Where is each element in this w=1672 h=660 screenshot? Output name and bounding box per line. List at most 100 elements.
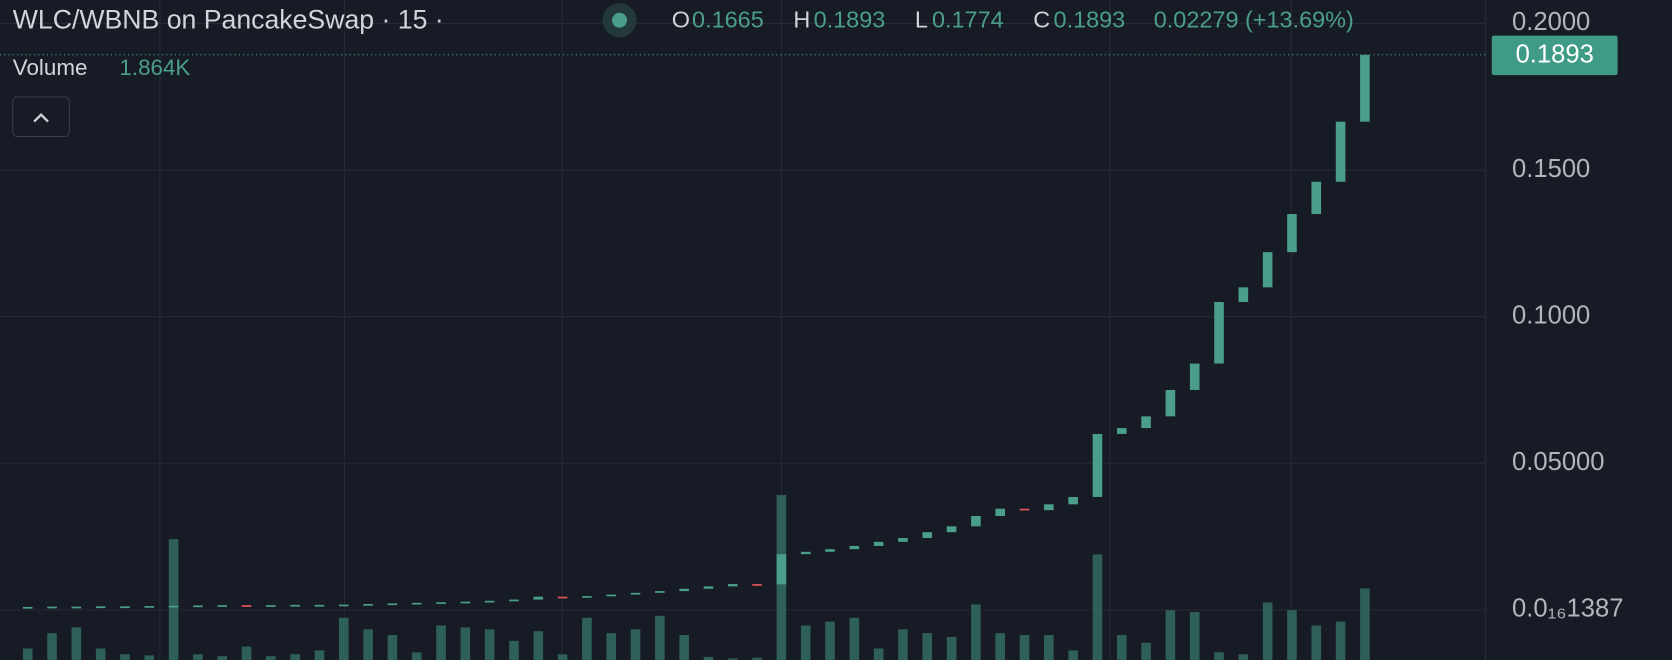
candle-body (120, 606, 130, 609)
candle-body (47, 606, 57, 609)
symbol-title: WLC/WBNB on PancakeSwap · 15 · (13, 4, 444, 34)
volume-bar (193, 654, 203, 660)
volume-bar (95, 648, 106, 660)
candle-body (509, 599, 519, 602)
ohlc-letter: H (793, 7, 810, 33)
ohlc-value: 0.1774 (932, 7, 1004, 33)
volume-bar (533, 631, 544, 660)
volume-bar (1189, 612, 1200, 660)
volume-bar (217, 656, 228, 660)
candle-body (217, 605, 228, 607)
candle-body (411, 602, 422, 605)
candle-body (971, 516, 981, 527)
volume-bar (1068, 650, 1078, 660)
candle-body (1189, 363, 1200, 390)
volume-bar (1019, 635, 1030, 660)
candle-body (679, 588, 689, 592)
candle-body (703, 586, 714, 589)
volume-bar (460, 627, 471, 660)
y-tick-label: 0.1500 (1512, 155, 1590, 183)
candle-body (71, 606, 82, 609)
volume-bar (825, 621, 835, 660)
volume-bar (241, 646, 252, 660)
candle-body (1262, 252, 1273, 288)
candle-body (460, 601, 471, 604)
candle-body (752, 584, 762, 586)
volume-bar (290, 654, 300, 660)
status-dot (612, 12, 627, 28)
candle-body (557, 596, 568, 599)
candle-body (630, 592, 641, 595)
volume-bar (898, 629, 908, 660)
volume-bar (1141, 642, 1151, 660)
volume-bar (703, 656, 714, 660)
candle-body (484, 600, 495, 603)
volume-bar (971, 604, 981, 660)
ohlc-value: 0.1893 (814, 7, 886, 33)
candle-body (1311, 181, 1322, 215)
candle-body (363, 603, 373, 606)
volume-bar (120, 654, 130, 660)
vgrid (159, 0, 1292, 660)
candle-body (1360, 54, 1370, 122)
volume-bar (582, 617, 592, 660)
button-frame[interactable] (12, 96, 70, 138)
volume-bar (1092, 554, 1103, 660)
candle-body (290, 604, 300, 607)
volume-bar (509, 640, 519, 660)
candle-body (825, 549, 835, 552)
volume-bar (47, 633, 57, 660)
volume-value: 1.864K (119, 55, 190, 80)
candle-body (1068, 496, 1078, 505)
volume-bar (1287, 610, 1297, 660)
candle-body (338, 604, 349, 607)
volume-bar (1360, 588, 1370, 660)
plot (0, 22, 1486, 660)
volume-bar (338, 617, 349, 660)
y-tick-label: 0.05000 (1512, 448, 1604, 476)
chevron-up (33, 112, 49, 123)
volume-bar (71, 627, 82, 660)
price-tag (1491, 35, 1618, 76)
price-tag-label: 0.1893 (1516, 41, 1594, 69)
candle-body (1092, 433, 1103, 497)
candle-body (1238, 287, 1249, 302)
candle-body (727, 584, 738, 587)
volume-bar (679, 635, 689, 660)
volume-bar (557, 654, 568, 660)
volume-bar (363, 629, 373, 660)
candle-body (582, 596, 592, 598)
volume-bar (1116, 635, 1127, 660)
candle-body (314, 604, 325, 607)
volume-bar (655, 615, 665, 660)
candle-body (387, 603, 398, 606)
candle-body (1214, 301, 1224, 364)
ohlc-value: 0.1893 (1054, 7, 1126, 33)
volume-bar (411, 652, 422, 660)
candle-body (655, 591, 665, 593)
ohlc-letter: L (915, 7, 928, 33)
candle-body (1287, 214, 1297, 253)
volume-bar (266, 656, 276, 660)
volume-bar (168, 539, 179, 660)
volume-bar (1214, 652, 1224, 660)
candle-body (606, 594, 617, 597)
y-tick-label: 0.2000 (1512, 8, 1590, 36)
ohlc-value: 0.1665 (692, 7, 764, 33)
collapse-button[interactable] (12, 96, 70, 138)
volume-bar (387, 635, 398, 660)
candle-body (922, 532, 933, 539)
candle-body (266, 605, 276, 607)
volume-bar (22, 648, 33, 660)
candle-body (1141, 416, 1151, 429)
ohlc-letter: O (672, 7, 690, 33)
candle-body (1116, 428, 1127, 434)
volume-bar (1238, 654, 1249, 660)
candle-body (849, 545, 860, 550)
volume-bar (484, 629, 495, 660)
candle-body (241, 605, 252, 607)
y-tick-label: 0.1000 (1512, 301, 1590, 329)
volume-bar (1335, 621, 1346, 660)
volume-bar (606, 633, 617, 660)
